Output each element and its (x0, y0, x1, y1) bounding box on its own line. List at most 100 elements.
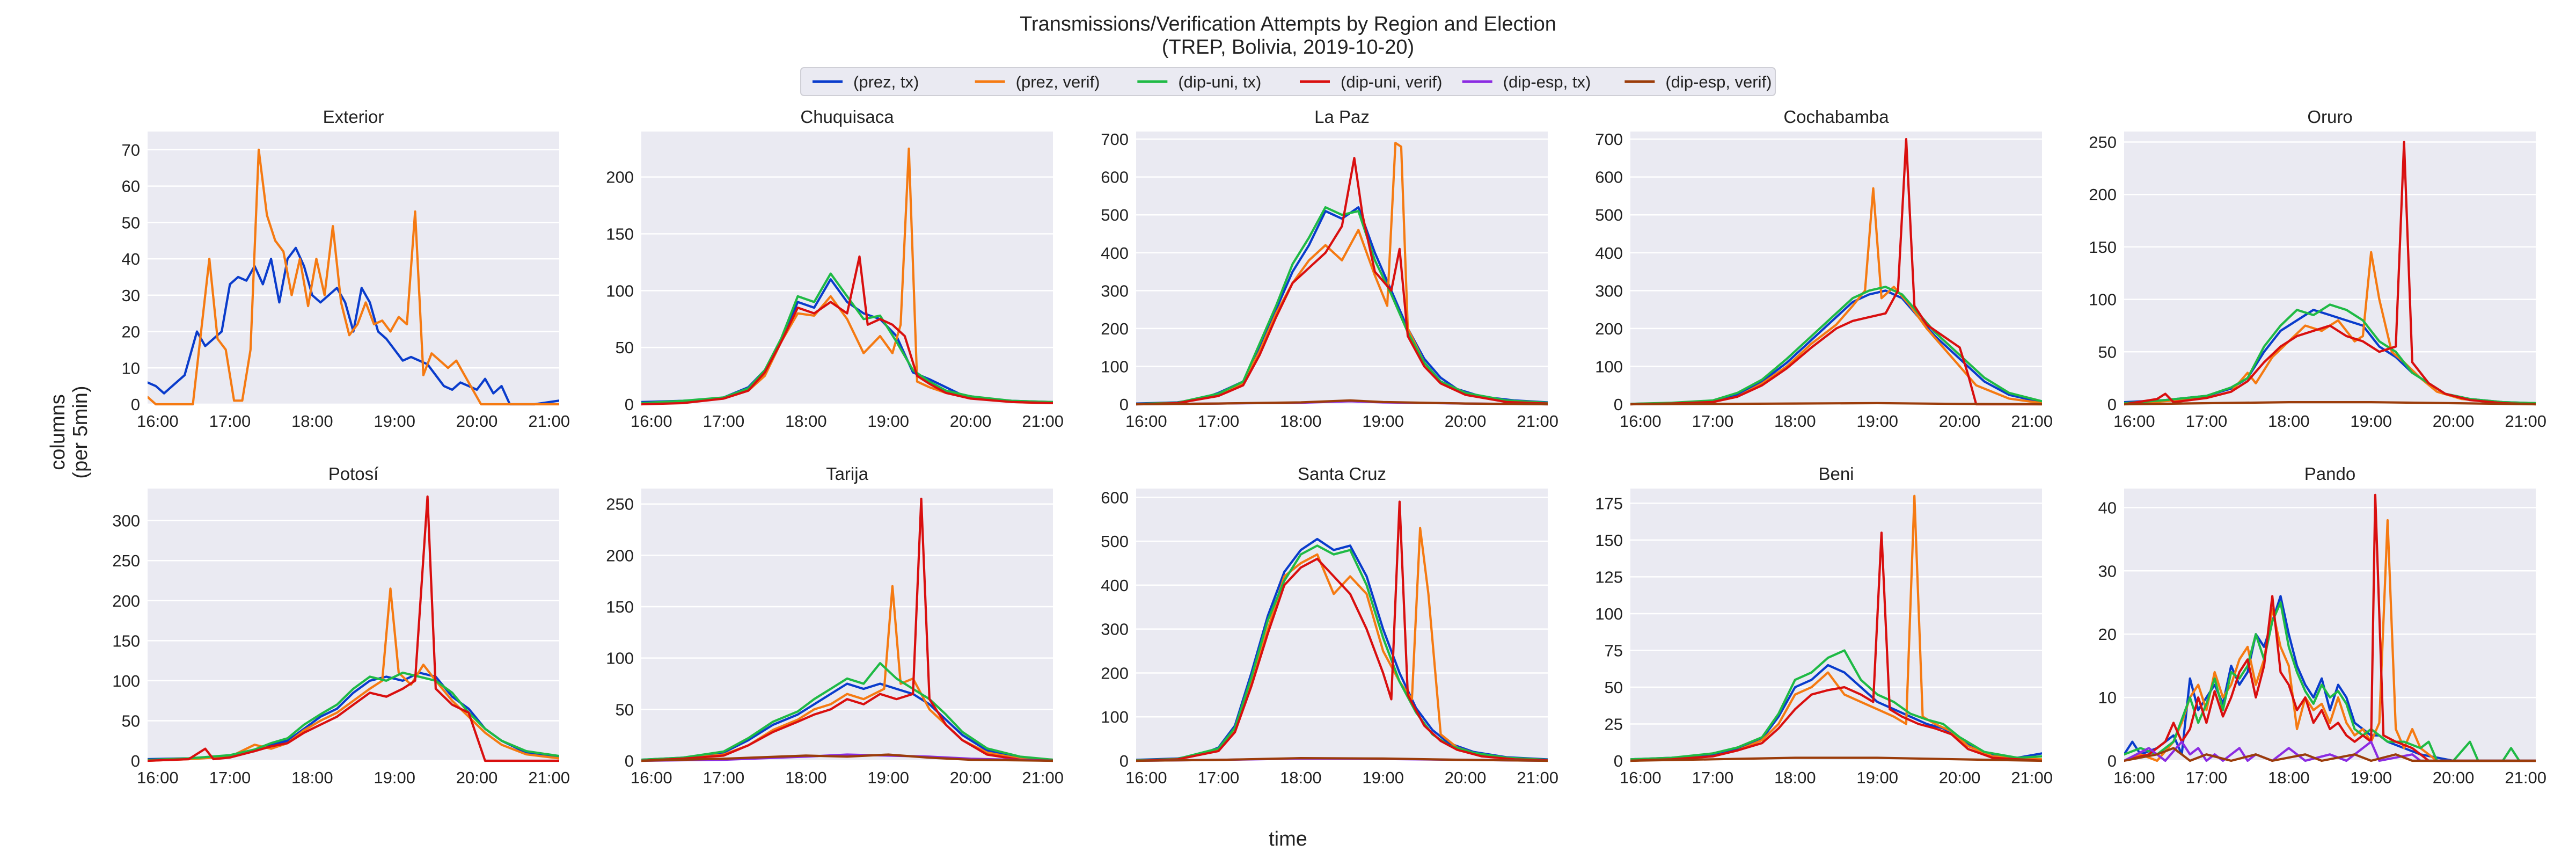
series-line-dipuni_tx (1630, 649, 2042, 761)
plot-area (1136, 132, 1548, 404)
series-group (148, 148, 559, 406)
y-tick-label: 60 (122, 177, 140, 196)
series-line-dipuni_verif (641, 255, 1053, 406)
x-tick-label: 19:00 (374, 412, 415, 431)
legend-label: (dip-uni, tx) (1178, 72, 1261, 91)
y-tick-label: 10 (122, 359, 140, 377)
y-tick-label: 0 (2107, 395, 2117, 414)
y-tick-label: 500 (1595, 206, 1623, 224)
legend-frame (800, 67, 1776, 96)
plot-area (148, 132, 559, 404)
x-tick-label: 21:00 (1022, 768, 1064, 787)
x-tick-label: 21:00 (528, 768, 570, 787)
x-tick-label: 16:00 (137, 412, 179, 431)
x-tick-label: 16:00 (137, 768, 179, 787)
y-tick-label: 300 (1101, 281, 1129, 300)
y-tick-label: 0 (131, 752, 140, 770)
x-tick-label: 17:00 (2186, 412, 2228, 431)
x-tick-label: 20:00 (1445, 412, 1487, 431)
y-tick-label: 250 (606, 495, 634, 514)
panel-title: Beni (1818, 464, 1854, 484)
y-tick-label: 30 (122, 286, 140, 305)
x-tick-label: 17:00 (1692, 768, 1734, 787)
panel-pando: 0 10 20 30 40 16:00 17:00 18:00 19:00 20:00 21:00 P… (2098, 464, 2546, 787)
plot-area (2124, 132, 2536, 404)
x-tick-label: 21:00 (1022, 412, 1064, 431)
series-group (148, 495, 559, 762)
panel-title: Exterior (323, 107, 384, 127)
series-group (1630, 494, 2042, 762)
x-tick-label: 16:00 (2113, 412, 2155, 431)
y-tick-label: 75 (1605, 641, 1623, 660)
y-tick-label: 300 (1595, 281, 1623, 300)
x-tick-label: 21:00 (1517, 768, 1558, 787)
series-line-dipuni_verif (2124, 493, 2536, 762)
series-group (1630, 138, 2042, 406)
y-tick-label: 150 (2089, 238, 2117, 257)
y-tick-label: 200 (1595, 319, 1623, 338)
series-line-dipuni_verif (1136, 500, 1548, 762)
x-tick-label: 19:00 (1362, 768, 1404, 787)
panel-title: Pando (2304, 464, 2355, 484)
series-line-dipesp_verif (2124, 401, 2536, 406)
x-tick-label: 21:00 (1517, 412, 1558, 431)
series-group (641, 147, 1053, 406)
y-tick-label: 150 (606, 225, 634, 244)
x-tick-label: 17:00 (2186, 768, 2228, 787)
panel-beni: 0 25 50 75 100 125 150 175 16:00 17:00 18:00 19:00 2… (1595, 464, 2053, 787)
plot-area (1630, 132, 2042, 404)
x-tick-label: 16:00 (1620, 768, 1662, 787)
y-tick-label: 0 (1614, 752, 1623, 770)
figure-title-line1: Transmissions/Verification Attempts by R… (1020, 13, 1556, 35)
y-axis-label-line2: (per 5min) (69, 385, 92, 478)
series-line-prez_tx (641, 682, 1053, 761)
legend-label: (prez, tx) (853, 72, 919, 91)
y-tick-label: 40 (2098, 498, 2117, 517)
legend: (prez, tx) (prez, verif) (dip-uni, tx) (dip… (800, 67, 1776, 96)
series-line-dipuni_tx (641, 662, 1053, 761)
series-line-dipesp_verif (1136, 757, 1548, 762)
panel-oruro: 0 50 100 150 200 250 16:00 17:00 18:00 19:00 20:00… (2089, 107, 2546, 431)
x-tick-label: 19:00 (1856, 768, 1898, 787)
x-tick-label: 19:00 (867, 768, 909, 787)
y-tick-label: 50 (2098, 343, 2117, 361)
y-tick-label: 400 (1101, 576, 1129, 595)
x-tick-label: 17:00 (1692, 412, 1734, 431)
y-tick-label: 20 (2098, 625, 2117, 644)
panel-santa-cruz: 0 100 200 300 400 500 600 16:00 17:00 18:00 19:00 2… (1101, 464, 1558, 787)
panel-title: Oruro (2307, 107, 2352, 127)
series-line-dipuni_verif (641, 498, 1053, 762)
y-tick-label: 300 (112, 512, 140, 530)
y-tick-label: 50 (616, 700, 634, 719)
y-tick-label: 200 (606, 546, 634, 565)
series-line-dipesp_verif (1630, 402, 2042, 406)
series-line-prez_tx (148, 246, 559, 406)
series-line-dipuni_verif (2124, 141, 2536, 406)
y-tick-label: 600 (1101, 168, 1129, 187)
y-tick-label: 20 (122, 323, 140, 341)
series-line-dipesp_verif (641, 753, 1053, 762)
x-tick-label: 20:00 (456, 768, 498, 787)
y-tick-label: 100 (2089, 290, 2117, 309)
x-tick-label: 18:00 (291, 412, 333, 431)
y-tick-label: 600 (1595, 168, 1623, 187)
x-tick-label: 21:00 (2505, 412, 2546, 431)
panel-tarija: 0 50 100 150 200 250 16:00 17:00 18:00 19:00 20:00… (606, 464, 1064, 787)
x-tick-label: 18:00 (2268, 412, 2310, 431)
x-tick-label: 20:00 (950, 412, 992, 431)
x-tick-label: 16:00 (1620, 412, 1662, 431)
y-tick-label: 100 (112, 672, 140, 690)
series-group (1136, 500, 1548, 762)
y-tick-label: 200 (1101, 664, 1129, 682)
x-tick-label: 17:00 (1198, 768, 1240, 787)
y-tick-label: 0 (1614, 395, 1623, 414)
y-tick-label: 0 (1119, 752, 1129, 770)
y-tick-label: 50 (1605, 678, 1623, 697)
x-tick-label: 19:00 (2350, 768, 2392, 787)
x-tick-label: 21:00 (2011, 412, 2053, 431)
series-line-dipuni_verif (1630, 532, 2042, 762)
x-tick-label: 19:00 (374, 768, 415, 787)
y-tick-label: 150 (112, 631, 140, 650)
x-tick-label: 20:00 (1939, 768, 1981, 787)
